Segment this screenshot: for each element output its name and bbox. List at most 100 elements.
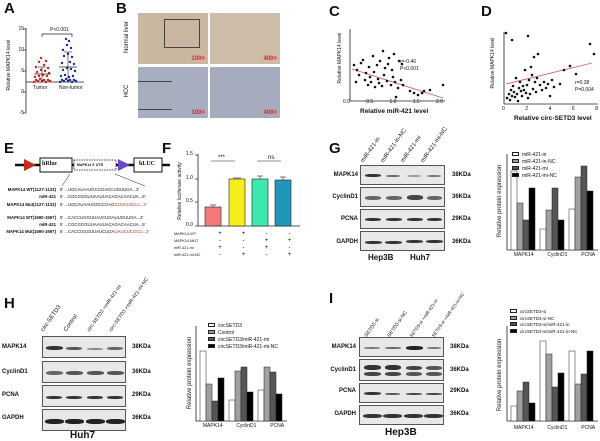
blot-label-cyclind1: CyclinD1 bbox=[2, 369, 28, 375]
ihc-hcc-400x: 400× bbox=[210, 67, 280, 118]
hluc-box: hLUC bbox=[139, 161, 156, 167]
condition-row: MAPK14-MUT - - + + bbox=[174, 238, 292, 244]
panel-g-xticks: MAPK14 CyclinD1 PCNA bbox=[513, 252, 596, 258]
blot-label-cyclind1: CyclinD1 bbox=[332, 194, 358, 200]
legend-item: circSETD3-si-NC bbox=[510, 315, 578, 323]
sequence-row: MAPK14 WT(1127-1133) 5' ...UGCAUAAJGCCGAG… bbox=[7, 187, 140, 192]
panel-d-p: P=0.004 bbox=[575, 87, 594, 93]
panel-i-legend: circSETD3-si circSETD3-si-NC circSETD3-s… bbox=[510, 309, 578, 335]
panel-c-ylabel: Relative MAPK14 level bbox=[337, 32, 343, 84]
kda-label: 38KDa bbox=[132, 344, 151, 350]
panel-f-ytick: 0.5 bbox=[186, 198, 193, 204]
panel-a-xtick-tumor: Tumor bbox=[33, 85, 48, 91]
panel-c-p: P<0.001 bbox=[400, 66, 419, 72]
panel-a-ytick: 0 bbox=[21, 89, 24, 95]
blot-label-pcna: PCNA bbox=[2, 392, 20, 398]
panel-f-ytick: 1.5 bbox=[186, 151, 193, 157]
condition-row: MAPK14-WT + + - - bbox=[174, 231, 291, 237]
panel-f-condition-table: MAPK14-WT + + - - MAPK14-MUT - - + + miR-421-mi +… bbox=[174, 231, 301, 259]
blot-label-gapdh: GAPDH bbox=[2, 415, 24, 421]
sequence-row: MAPK14 Mut(1127-1133) 5' ...UGCAUAAUGGCCG… bbox=[6, 201, 147, 207]
blot-gapdh bbox=[42, 409, 126, 431]
panel-b-row-label-normal: Normal liver bbox=[124, 21, 130, 54]
ihc-normal-100x: 100× bbox=[138, 13, 208, 64]
kda-label: 36KDa bbox=[132, 369, 151, 375]
blot-cyclind1 bbox=[359, 359, 444, 381]
panel-label-e: E bbox=[4, 140, 15, 157]
blot-pcna bbox=[42, 385, 126, 407]
legend-item: circSETD3/miR-421-mi-NC bbox=[208, 344, 278, 351]
hrluc-box: hRluc bbox=[42, 161, 58, 167]
legend-item: circSETD3 bbox=[208, 323, 278, 330]
panel-g-ylabel: Relative protein expression bbox=[497, 164, 503, 238]
legend-item: circSETD3/miR-421-mi bbox=[208, 337, 278, 344]
panel-label-c: C bbox=[329, 3, 340, 20]
cell-line-hep3b: Hep3B bbox=[368, 253, 394, 262]
blot-mapk14 bbox=[360, 165, 445, 185]
blot-label-mapk14: MAPK14 bbox=[2, 344, 27, 350]
utr-box: MAPK14 3' UTR bbox=[77, 163, 104, 167]
panel-h-legend: circSETD3 Control circSETD3/miR-421-mi c… bbox=[208, 323, 278, 351]
lane-label: Control bbox=[63, 313, 80, 333]
legend-item: Control bbox=[208, 330, 278, 337]
panel-c-xlabel: Relative miR-421 level bbox=[360, 108, 429, 115]
kda-label: 38KDa bbox=[450, 344, 469, 350]
panel-a-pvalue: P<0.001 bbox=[50, 27, 69, 33]
blot-label-mapk14: MAPK14 bbox=[333, 172, 358, 178]
panel-label-f: F bbox=[162, 140, 172, 157]
panel-a-scatter bbox=[23, 28, 84, 114]
panel-c-r: r=-0.46 bbox=[400, 59, 416, 65]
ihc-normal-400x: 400× bbox=[210, 13, 280, 64]
panel-g-legend: miR-421-in miR-421-in-NC miR-421-mi miR-… bbox=[512, 152, 557, 180]
blot-label-mapk14: MAPK14 bbox=[331, 344, 356, 350]
kda-label: 29KDa bbox=[452, 216, 471, 222]
panel-e-sequences: MAPK14 WT(1127-1133) 5' ...UGCAUAAJGCCGAG… bbox=[0, 186, 160, 236]
panel-g-bar-chart bbox=[506, 154, 598, 251]
legend-item: miR-421-mi bbox=[512, 166, 557, 173]
panel-c-scatter bbox=[349, 29, 445, 102]
panel-e-construct bbox=[15, 157, 170, 173]
cell-line-huh7: Huh7 bbox=[410, 253, 430, 262]
blot-label-cyclind1: CyclinD1 bbox=[330, 367, 356, 373]
sequence-row: miR-421 5' ...CGCGGGUUAAUUACAGACAACUA...5… bbox=[39, 194, 146, 200]
legend-item: miR-421-in-NC bbox=[512, 159, 557, 166]
panel-i-xticks: MAPK14 CyclinD1 PCNA bbox=[513, 425, 596, 431]
panel-f-ylabel: Relative luciferase activity bbox=[177, 162, 183, 220]
panel-i-ylabel: Relative protein expression bbox=[497, 338, 503, 412]
blot-cyclind1 bbox=[42, 361, 126, 383]
panel-f-ytick: 0.0 bbox=[186, 222, 193, 228]
sequence-row: MAPK14 WT(1590-1597) 5' ...CACCUGGUUAUCUG… bbox=[7, 214, 144, 220]
lane-label: circ-SETD3 bbox=[40, 304, 63, 333]
legend-item: miR-421-in bbox=[512, 152, 557, 159]
cell-line-huh7: Huh7 bbox=[70, 430, 95, 441]
kda-label: 36KDa bbox=[452, 239, 471, 245]
blot-label-gapdh: GAPDH bbox=[334, 411, 356, 417]
panel-d-r: r=0.38 bbox=[575, 80, 590, 86]
blot-label-pcna: PCNA bbox=[338, 388, 356, 394]
panel-f-sig-2: ns bbox=[268, 155, 275, 161]
panel-a-ytick: 10 bbox=[18, 47, 24, 53]
sequence-row: MAPK14 Mut(1590-1597) 5' ...CACCUGGUUAUCU… bbox=[6, 229, 150, 235]
kda-label: 38KDa bbox=[452, 172, 471, 178]
ihc-hcc-100x: 100× bbox=[138, 67, 208, 118]
lane-label: miR-421-in bbox=[360, 136, 382, 164]
legend-item: circSETD3-si/miR-421-in bbox=[510, 322, 578, 329]
blot-pcna bbox=[359, 383, 444, 403]
panel-h-bar-chart bbox=[195, 326, 287, 422]
panel-a-ylabel: Relative MAPK14 level bbox=[6, 39, 12, 91]
condition-row: miR-421-mi-NC - + - + bbox=[174, 252, 292, 258]
legend-item: miR-421-mi-NC bbox=[512, 173, 557, 180]
blot-pcna bbox=[360, 209, 445, 229]
panel-b-row-label-hcc: HCC bbox=[124, 84, 130, 98]
panel-label-i: I bbox=[329, 290, 334, 307]
panel-f-ytick: 1.0 bbox=[186, 175, 193, 181]
panel-f-sig-1: *** bbox=[218, 155, 226, 161]
kda-label: 29KDa bbox=[450, 388, 469, 394]
panel-i-bar-chart bbox=[506, 326, 598, 422]
sequence-row: miR-421 5' ...CGCGGGUUAAUUACAGACAACUA...5… bbox=[39, 222, 146, 228]
kda-label: 36KDa bbox=[450, 367, 469, 373]
panel-label-d: D bbox=[481, 3, 492, 20]
blot-gapdh bbox=[359, 405, 444, 425]
promoter-arrow-purple-icon bbox=[118, 159, 130, 171]
kda-label: 36KDa bbox=[132, 415, 151, 421]
